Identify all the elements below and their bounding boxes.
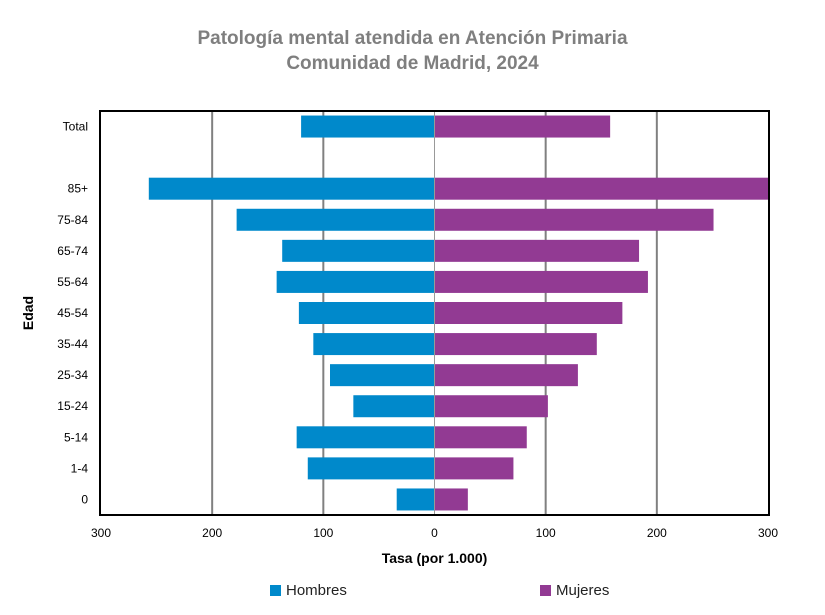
y-tick-label: 85+	[68, 182, 88, 196]
bar-hombres	[276, 270, 435, 293]
bar-mujeres	[434, 333, 597, 356]
y-tick-label: 15-24	[57, 399, 88, 413]
legend-label-mujeres: Mujeres	[556, 582, 610, 599]
x-tick-label: 200	[647, 526, 667, 540]
bar-mujeres	[434, 395, 548, 418]
y-tick-label: 5-14	[64, 430, 88, 444]
chart-title: Patología mental atendida en Atención Pr…	[197, 28, 628, 49]
y-tick-label: Total	[63, 120, 88, 134]
y-tick-label: 0	[81, 492, 88, 506]
bar-mujeres	[434, 302, 623, 324]
plot-border	[99, 110, 770, 516]
x-tick-label: 100	[313, 526, 333, 540]
y-axis-label: Edad	[20, 296, 36, 330]
y-tick-label: 65-74	[57, 244, 88, 258]
y-tick-label: 1-4	[71, 461, 89, 475]
bar-hombres	[396, 488, 435, 511]
bar-hombres	[353, 395, 435, 418]
x-tick-label: 200	[202, 526, 222, 540]
bar-hombres	[282, 239, 435, 262]
x-tick-label: 300	[91, 526, 111, 540]
bar-hombres	[296, 426, 435, 449]
bar-hombres	[236, 208, 435, 231]
legend-hombres: Hombres	[270, 582, 347, 599]
bar-hombres	[298, 302, 435, 324]
bar-mujeres	[434, 426, 527, 449]
y-tick-label: 25-34	[57, 368, 88, 382]
x-tick-label: 100	[536, 526, 556, 540]
bar-mujeres	[434, 457, 514, 480]
legend-swatch-hombres	[270, 585, 281, 596]
chart-subtitle: Comunidad de Madrid, 2024	[286, 53, 539, 74]
x-tick-label: 300	[758, 526, 778, 540]
bar-mujeres	[434, 208, 714, 231]
bar-hombres	[307, 457, 435, 480]
legend-mujeres: Mujeres	[540, 582, 609, 599]
bar-mujeres	[434, 177, 768, 200]
x-axis-label: Tasa (por 1.000)	[382, 550, 488, 566]
bar-hombres	[301, 115, 435, 138]
bar-hombres	[148, 177, 435, 200]
bar-mujeres	[434, 115, 611, 138]
bar-mujeres	[434, 488, 468, 511]
bar-hombres	[313, 333, 435, 356]
y-tick-label: 35-44	[57, 337, 88, 351]
bar-mujeres	[434, 239, 640, 262]
bar-hombres	[330, 364, 435, 387]
y-tick-label: 55-64	[57, 275, 88, 289]
y-tick-label: 45-54	[57, 306, 88, 320]
y-tick-label: 75-84	[57, 213, 88, 227]
bar-mujeres	[434, 364, 578, 387]
x-tick-label: 0	[431, 526, 438, 540]
legend-label-hombres: Hombres	[286, 582, 347, 599]
legend-swatch-mujeres	[540, 585, 551, 596]
bar-mujeres	[434, 270, 648, 293]
